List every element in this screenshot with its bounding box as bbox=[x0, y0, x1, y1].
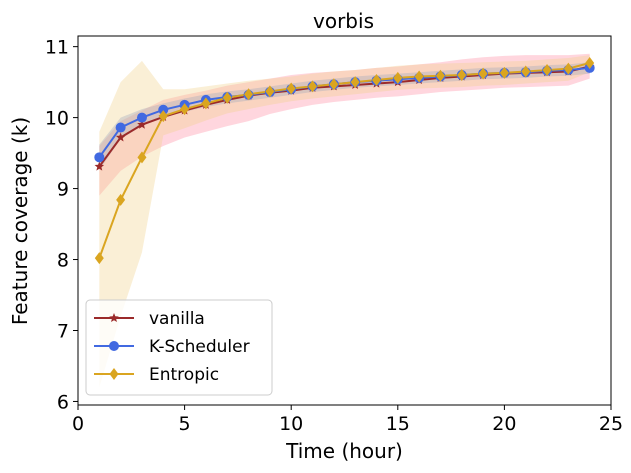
y-tick-label: 7 bbox=[57, 320, 69, 342]
point-k-scheduler bbox=[136, 112, 147, 123]
point-entropic bbox=[350, 76, 360, 89]
point-entropic bbox=[201, 97, 211, 110]
point-k-scheduler bbox=[115, 122, 126, 133]
point-entropic bbox=[137, 151, 147, 164]
plot-frame bbox=[77, 35, 612, 406]
point-entropic bbox=[244, 88, 254, 101]
point-k-scheduler bbox=[94, 152, 105, 163]
x-tick-label: 20 bbox=[492, 413, 516, 435]
point-entropic bbox=[478, 67, 488, 80]
point-entropic bbox=[265, 85, 275, 98]
x-tick-label: 0 bbox=[72, 413, 84, 435]
point-vanilla bbox=[115, 132, 126, 142]
band-entropic bbox=[99, 55, 590, 388]
point-entropic bbox=[158, 110, 168, 123]
x-tick-label: 5 bbox=[179, 413, 191, 435]
series-markers bbox=[94, 56, 595, 265]
point-entropic bbox=[329, 78, 339, 91]
point-entropic bbox=[286, 82, 296, 95]
x-axis-label: Time (hour) bbox=[285, 439, 403, 463]
y-tick-label: 6 bbox=[57, 391, 69, 413]
y-tick-label: 10 bbox=[45, 108, 69, 130]
point-entropic bbox=[457, 69, 467, 82]
point-entropic bbox=[308, 80, 318, 93]
point-entropic bbox=[521, 65, 531, 78]
band-vanilla bbox=[99, 53, 590, 196]
legend-box bbox=[85, 299, 273, 396]
x-tick-label: 10 bbox=[279, 413, 303, 435]
point-entropic bbox=[222, 91, 232, 104]
x-tick-label: 25 bbox=[599, 413, 623, 435]
x-axis-ticks: 0 5 10 15 20 25 bbox=[72, 405, 623, 435]
legend-label-entropic: Entropic bbox=[149, 365, 219, 385]
point-vanilla bbox=[137, 119, 147, 129]
legend-label-k-scheduler: K-Scheduler bbox=[149, 337, 250, 357]
point-k-scheduler bbox=[158, 104, 169, 115]
point-entropic bbox=[94, 252, 104, 265]
point-entropic bbox=[180, 103, 190, 116]
legend-marker-vanilla bbox=[109, 313, 119, 323]
chart-title: vorbis bbox=[313, 9, 374, 33]
legend: vanilla K-Scheduler Entropic bbox=[85, 299, 273, 396]
point-entropic bbox=[563, 62, 573, 75]
point-entropic bbox=[542, 64, 552, 77]
point-entropic bbox=[585, 56, 595, 69]
y-tick-label: 8 bbox=[57, 250, 69, 272]
y-axis-label: Feature coverage (k) bbox=[8, 117, 32, 325]
x-tick-label: 15 bbox=[386, 413, 410, 435]
y-axis-ticks: 6 7 8 9 10 11 bbox=[45, 37, 78, 413]
y-tick-label: 9 bbox=[57, 179, 69, 201]
legend-marker-k-scheduler bbox=[109, 341, 119, 351]
legend-label-vanilla: vanilla bbox=[149, 309, 205, 329]
point-entropic bbox=[414, 70, 424, 83]
y-tick-label: 11 bbox=[45, 37, 69, 59]
point-entropic bbox=[371, 73, 381, 86]
point-vanilla bbox=[94, 161, 105, 171]
point-entropic bbox=[393, 71, 403, 84]
point-entropic bbox=[499, 66, 509, 79]
point-entropic bbox=[435, 69, 445, 82]
point-entropic bbox=[116, 193, 126, 206]
legend-marker-entropic bbox=[109, 368, 119, 380]
